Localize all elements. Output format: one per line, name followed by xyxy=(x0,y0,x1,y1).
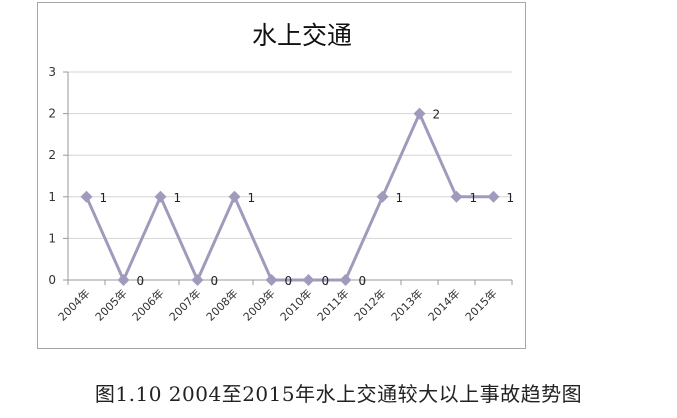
data-label: 0 xyxy=(211,274,219,288)
chart-title: 水上交通 xyxy=(252,21,352,50)
chart-frame xyxy=(37,2,526,349)
data-label: 2 xyxy=(433,108,441,122)
data-point xyxy=(487,190,500,203)
x-tick-label: 2007年 xyxy=(166,286,203,323)
figure-caption: 图1.10 2004至2015年水上交通较大以上事故趋势图 xyxy=(94,382,583,406)
data-label: 1 xyxy=(470,191,478,205)
data-point xyxy=(376,190,389,203)
x-tick-label: 2011年 xyxy=(314,286,351,323)
data-label: 1 xyxy=(100,191,108,205)
data-label: 0 xyxy=(137,274,145,288)
line-chart: 水上交通 0 1 1 2 2 3 2004年 2005年 2006年 2007年 2008年 2009… xyxy=(48,21,515,324)
data-point xyxy=(450,190,463,203)
x-tick-label: 2009年 xyxy=(240,286,277,323)
data-label: 1 xyxy=(507,191,515,205)
data-point xyxy=(80,190,93,203)
x-tick-label: 2014年 xyxy=(425,286,462,323)
data-label: 1 xyxy=(248,191,256,205)
x-tick-label: 2010年 xyxy=(277,286,314,323)
data-label: 0 xyxy=(285,274,293,288)
data-label: 1 xyxy=(174,191,182,205)
y-tick-label: 0 xyxy=(48,273,56,287)
data-label: 0 xyxy=(359,274,367,288)
data-point xyxy=(228,190,241,203)
data-point xyxy=(265,274,278,286)
data-point xyxy=(339,274,352,286)
x-tick-label: 2004年 xyxy=(55,286,92,323)
data-point xyxy=(191,274,204,286)
x-tick-label: 2005年 xyxy=(92,286,129,323)
y-tick-label: 1 xyxy=(48,231,56,245)
x-tick-label: 2015年 xyxy=(462,286,499,323)
data-label: 1 xyxy=(396,191,404,205)
y-tick-label: 1 xyxy=(48,190,56,204)
y-tick-label: 3 xyxy=(48,65,56,79)
data-point xyxy=(154,190,167,203)
data-point xyxy=(117,274,130,286)
series-line xyxy=(85,109,494,284)
x-tick-label: 2013年 xyxy=(388,286,425,323)
y-tick-label: 2 xyxy=(48,107,56,121)
y-tick-label: 2 xyxy=(48,148,56,162)
data-point xyxy=(413,107,426,120)
x-tick-label: 2008年 xyxy=(203,286,240,323)
data-point xyxy=(302,274,315,286)
data-label: 0 xyxy=(322,274,330,288)
x-tick-label: 2006年 xyxy=(129,286,166,323)
x-tick-label: 2012年 xyxy=(351,286,388,323)
